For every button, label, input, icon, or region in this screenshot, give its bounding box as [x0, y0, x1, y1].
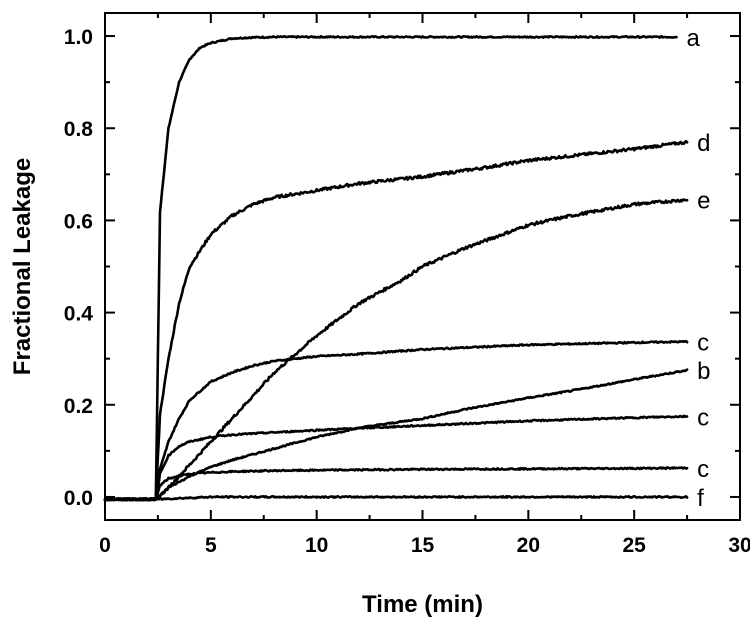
series-line-c — [103, 339, 689, 502]
y-tick-label: 0.6 — [64, 210, 93, 233]
series-line-f — [103, 495, 689, 502]
series-line-a — [103, 35, 678, 502]
series-line-e — [103, 198, 689, 502]
x-tick-label: 20 — [517, 534, 540, 557]
y-tick-label: 0.8 — [64, 118, 94, 141]
axis-tick-labels: 0 5 10 15 20 25 30 0.0 0.2 0.4 0.6 0.8 1.0 — [64, 26, 750, 557]
x-axis-title: Time (min) — [362, 591, 483, 618]
series-line-c — [103, 414, 689, 502]
x-tick-label: 5 — [205, 534, 217, 557]
series-label-f: f — [697, 485, 704, 512]
plot-frame — [104, 12, 741, 521]
series-label-c: c — [697, 404, 709, 431]
series-label-c: c — [697, 330, 709, 357]
series-lines — [103, 35, 689, 502]
y-tick-label: 0.0 — [64, 487, 93, 510]
series-label-b: b — [697, 358, 710, 385]
series-label-d: d — [697, 130, 710, 157]
x-tick-label: 30 — [728, 534, 750, 557]
x-tick-label: 25 — [622, 534, 646, 557]
series-line-d — [103, 139, 689, 502]
y-tick-label: 1.0 — [64, 26, 93, 49]
x-tick-label: 0 — [99, 534, 111, 557]
x-tick-label: 10 — [305, 534, 328, 557]
series-line-b — [103, 368, 689, 502]
series-line-c — [103, 466, 689, 502]
y-tick-label: 0.2 — [64, 395, 93, 418]
series-label-c: c — [697, 456, 709, 483]
series-label-e: e — [697, 188, 710, 215]
y-tick-label: 0.4 — [64, 303, 94, 326]
series-label-a: a — [687, 25, 701, 52]
x-tick-label: 15 — [411, 534, 435, 557]
y-axis-title: Fractional Leakage — [9, 158, 36, 375]
